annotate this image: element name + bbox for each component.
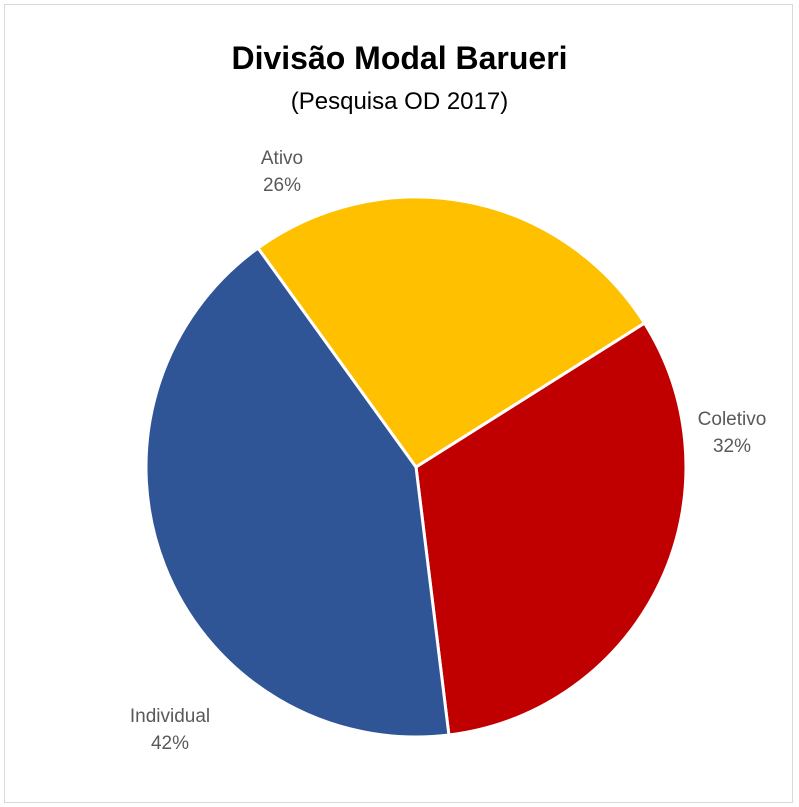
chart-subtitle: (Pesquisa OD 2017) (290, 88, 509, 115)
data-label-category: Individual (129, 706, 211, 727)
data-label-value: 32% (712, 436, 752, 457)
data-label-value: 26% (262, 175, 302, 196)
data-label-ativo: Ativo 26% (222, 145, 342, 199)
data-label-value: 42% (150, 733, 190, 754)
data-label-category: Ativo (260, 148, 304, 169)
pie-slices (144, 195, 688, 739)
data-label-individual: Individual 42% (110, 703, 230, 757)
data-label-coletivo: Coletivo 32% (672, 406, 792, 460)
data-label-category: Coletivo (697, 409, 767, 430)
pie-slice-ativo (256, 195, 646, 469)
pie-slice-individual (144, 246, 451, 739)
chart-title: Divisão Modal Barueri (231, 40, 568, 76)
